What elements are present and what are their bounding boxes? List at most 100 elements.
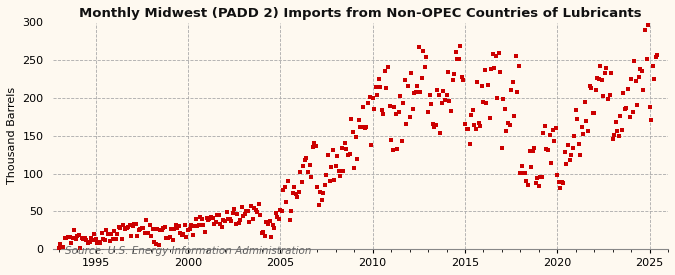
Point: [104, 239, 115, 243]
Point: [443, 70, 454, 75]
Point: [439, 98, 450, 102]
Point: [126, 233, 136, 238]
Point: [584, 84, 595, 88]
Point: [503, 121, 514, 125]
Point: [244, 220, 255, 224]
Point: [134, 228, 144, 232]
Point: [302, 170, 313, 174]
Point: [118, 223, 129, 227]
Point: [278, 188, 289, 192]
Point: [240, 212, 250, 216]
Point: [230, 222, 241, 226]
Point: [84, 240, 95, 244]
Point: [130, 222, 141, 227]
Point: [109, 229, 119, 233]
Point: [420, 65, 431, 69]
Point: [644, 104, 655, 109]
Point: [72, 234, 82, 238]
Point: [170, 223, 181, 227]
Point: [211, 220, 221, 224]
Point: [319, 183, 330, 187]
Point: [272, 215, 283, 219]
Point: [478, 99, 489, 104]
Point: [413, 45, 424, 49]
Point: [112, 232, 123, 236]
Point: [124, 222, 135, 227]
Point: [630, 79, 641, 83]
Point: [429, 125, 439, 130]
Point: [550, 125, 561, 130]
Point: [207, 216, 218, 221]
Point: [193, 223, 204, 227]
Point: [53, 246, 64, 250]
Point: [155, 228, 165, 232]
Point: [189, 224, 200, 228]
Point: [464, 141, 475, 146]
Point: [147, 227, 158, 231]
Point: [187, 233, 198, 237]
Point: [58, 245, 69, 250]
Point: [641, 57, 652, 61]
Point: [510, 54, 521, 58]
Point: [248, 205, 259, 210]
Point: [544, 133, 555, 138]
Point: [567, 146, 578, 150]
Point: [327, 148, 338, 152]
Point: [418, 48, 429, 53]
Point: [589, 111, 599, 115]
Point: [575, 153, 586, 157]
Point: [461, 127, 472, 131]
Point: [225, 219, 236, 223]
Point: [441, 93, 452, 97]
Point: [82, 240, 93, 245]
Point: [486, 67, 497, 72]
Point: [470, 127, 481, 132]
Point: [404, 115, 415, 120]
Point: [501, 129, 512, 133]
Point: [258, 230, 269, 234]
Point: [604, 93, 615, 97]
Point: [437, 101, 448, 105]
Point: [423, 110, 433, 114]
Point: [509, 114, 520, 119]
Point: [221, 210, 232, 214]
Point: [366, 142, 377, 147]
Point: [632, 102, 643, 107]
Point: [633, 75, 644, 79]
Point: [412, 84, 423, 88]
Point: [152, 227, 163, 232]
Point: [195, 215, 206, 219]
Point: [552, 173, 563, 177]
Point: [261, 220, 272, 224]
Point: [364, 95, 375, 99]
Point: [627, 109, 638, 114]
Point: [395, 94, 406, 98]
Point: [151, 242, 161, 246]
Point: [163, 236, 173, 241]
Point: [129, 222, 140, 227]
Point: [113, 225, 124, 229]
Point: [618, 90, 629, 95]
Point: [493, 51, 504, 56]
Point: [507, 80, 518, 84]
Point: [378, 112, 389, 116]
Point: [252, 210, 263, 214]
Point: [65, 240, 76, 245]
Point: [81, 238, 92, 242]
Point: [184, 226, 195, 231]
Point: [452, 57, 462, 61]
Point: [394, 110, 404, 115]
Point: [495, 70, 506, 74]
Point: [467, 108, 478, 112]
Point: [310, 144, 321, 148]
Point: [581, 119, 592, 123]
Point: [119, 227, 130, 231]
Point: [317, 197, 327, 202]
Point: [306, 175, 317, 180]
Point: [246, 204, 256, 209]
Point: [460, 122, 470, 126]
Point: [360, 126, 371, 130]
Point: [301, 156, 312, 160]
Point: [563, 143, 574, 148]
Point: [110, 237, 121, 241]
